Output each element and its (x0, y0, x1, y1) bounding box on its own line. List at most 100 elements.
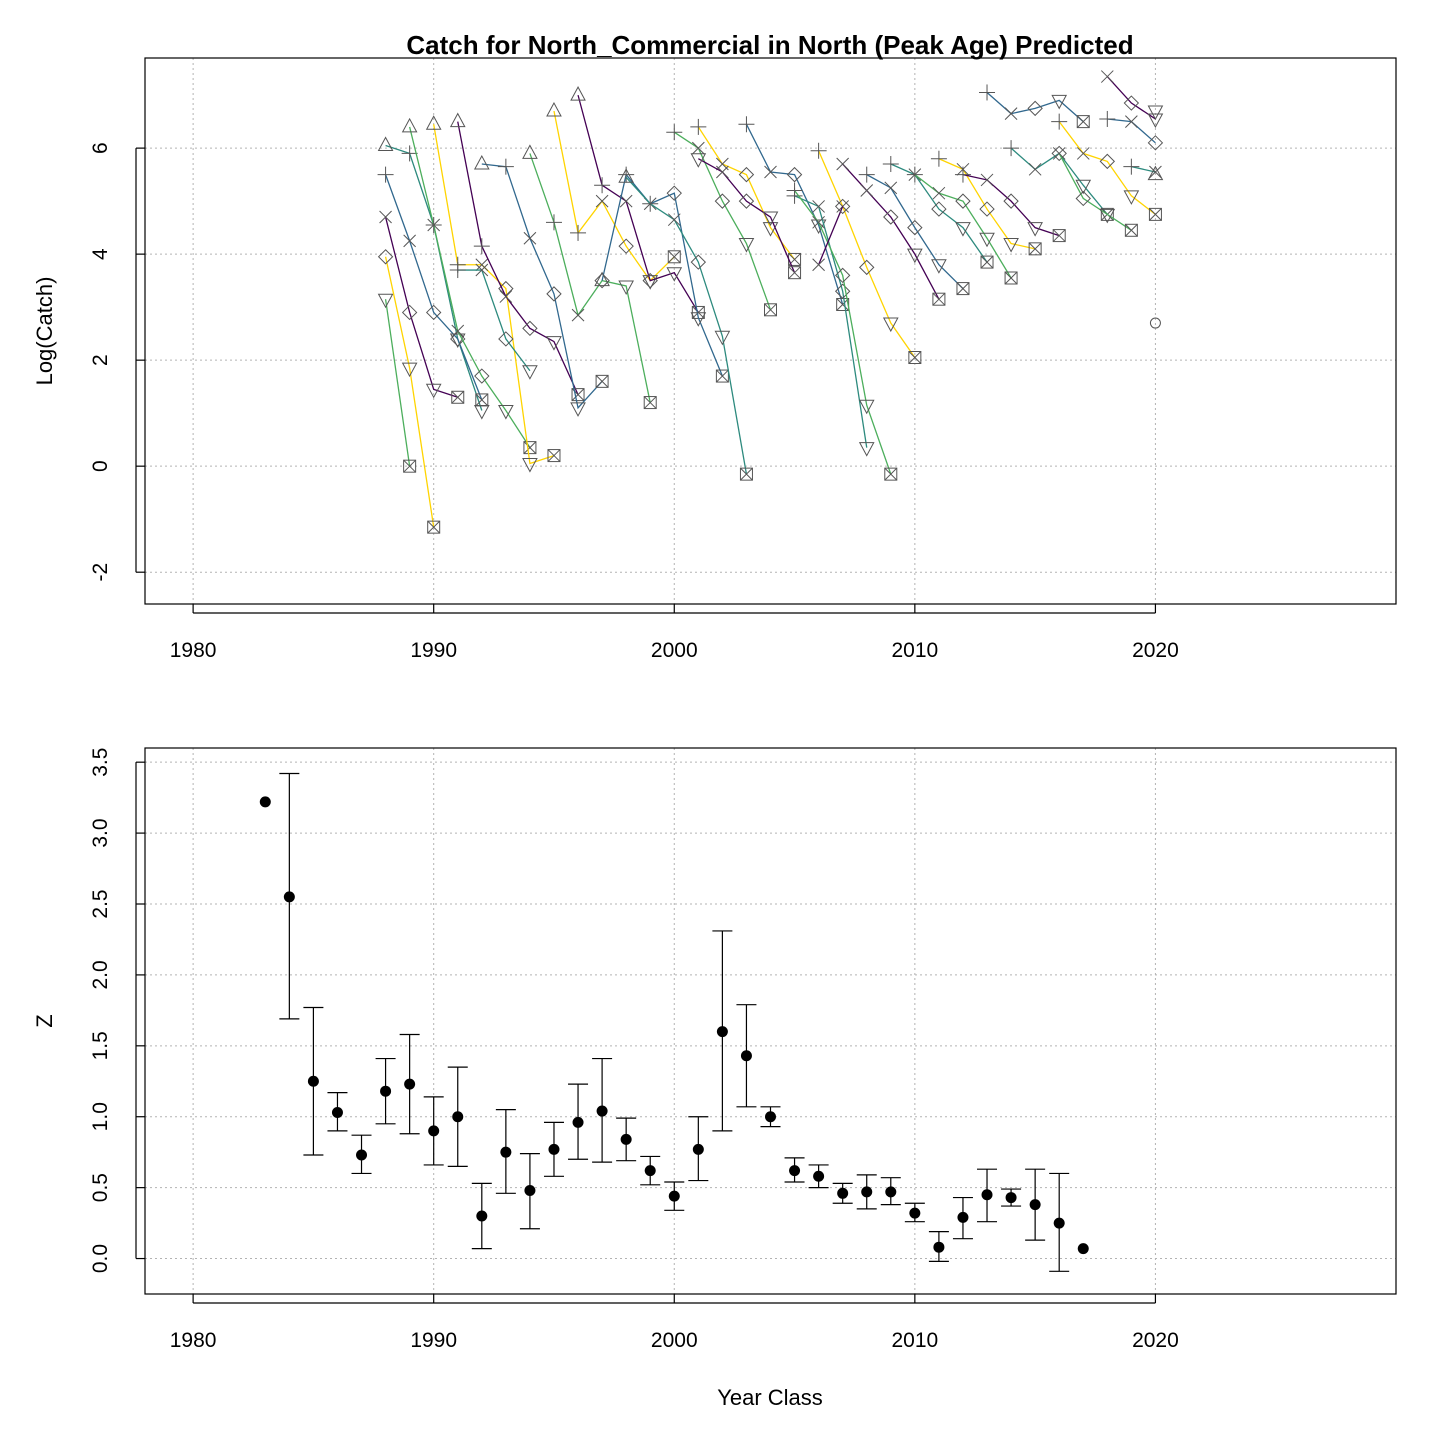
catch-series (473, 154, 609, 417)
cross-marker-b (403, 234, 416, 248)
circle-marker (1149, 317, 1161, 329)
boxed-x-marker-box (667, 250, 681, 264)
diamond-marker (834, 198, 851, 215)
z-point (596, 1105, 608, 1117)
z-x-axis-label: Year Class (717, 1385, 823, 1410)
cross-marker-b (764, 165, 777, 179)
z-point (765, 1111, 776, 1123)
catch-series (618, 168, 753, 481)
boxed-x-marker-b (595, 375, 609, 388)
catch-series (1100, 70, 1164, 129)
plus-marker (690, 118, 707, 135)
cross-marker (1076, 147, 1090, 160)
z-y-tick-label: 2.0 (89, 960, 112, 989)
z-point (909, 1207, 921, 1219)
z-point-group (736, 1004, 757, 1108)
catch-series (522, 144, 657, 410)
z-point-group (495, 1109, 516, 1194)
triangle-down-marker (570, 402, 586, 417)
catch-series-line (794, 190, 892, 475)
boxed-x-marker-box (956, 282, 970, 296)
catch-y-tick-label: 2 (89, 354, 112, 366)
diamond-marker (834, 267, 851, 284)
z-point-group (1077, 1243, 1089, 1255)
catch-series-line (384, 216, 458, 398)
cross-marker-b (716, 165, 729, 179)
diamond-marker (883, 209, 899, 225)
catch-series (377, 293, 417, 473)
catch-series-line (698, 158, 796, 273)
cross-marker (836, 157, 850, 171)
z-point (548, 1143, 560, 1155)
catch-y-axis-label: Log(Catch) (32, 277, 57, 386)
boxed-x-marker (667, 250, 681, 264)
triangle-marker (570, 86, 586, 101)
z-grid (145, 748, 1396, 1294)
plus-marker (473, 238, 490, 255)
catch-y-tick-label: 4 (89, 248, 112, 260)
triangle-down-marker (1099, 208, 1116, 224)
boxed-x-marker-b (788, 266, 801, 280)
diamond-marker (1099, 153, 1116, 170)
z-point (1029, 1199, 1041, 1211)
cross-marker-b (812, 258, 825, 272)
catch-series (930, 150, 1042, 256)
z-point (331, 1106, 343, 1118)
diamond-marker (786, 166, 803, 183)
diamond-marker (979, 201, 995, 217)
z-y-tick-label: 1.5 (89, 1031, 112, 1060)
triangle-down-marker (401, 362, 418, 378)
triangle-down-marker (522, 458, 538, 473)
catch-series-line (384, 256, 435, 528)
triangle-down-marker (618, 280, 634, 295)
catch-series (836, 157, 946, 306)
triangle-down-marker (1123, 190, 1140, 205)
triangle-marker (618, 168, 634, 183)
z-point-group (1049, 1172, 1070, 1272)
z-point-group (928, 1230, 949, 1262)
catch-series (786, 187, 875, 457)
catch-series (377, 249, 441, 534)
diamond-marker (907, 219, 923, 236)
cross-marker-b (836, 157, 850, 171)
catch-series-group (377, 70, 1164, 534)
catch-series-line (890, 163, 988, 263)
z-point-group (259, 796, 271, 808)
z-point (885, 1186, 897, 1198)
boxed-x-marker (523, 441, 537, 455)
cross-marker (1100, 70, 1114, 83)
z-point (620, 1133, 632, 1145)
catch-series-line (1107, 118, 1156, 144)
catch-series (666, 124, 777, 317)
diamond-marker (714, 193, 731, 209)
z-point-group (1025, 1168, 1046, 1241)
triangle-down-marker (714, 330, 731, 346)
boxed-x-marker-b (547, 449, 561, 462)
catch-series-line (818, 206, 844, 265)
boxed-x-marker (451, 390, 465, 404)
boxed-x-marker-box (1100, 207, 1114, 221)
boxed-x-marker (427, 520, 441, 534)
triangle-marker (546, 101, 562, 117)
boxed-x-marker-box (1148, 207, 1162, 221)
cross-marker (812, 215, 825, 229)
catch-plot-frame (144, 57, 1397, 605)
diamond-marker (546, 286, 562, 302)
catch-series-line (745, 123, 844, 305)
triangle-down-marker (882, 317, 899, 333)
plus-marker (930, 150, 947, 167)
catch-y-tick-label: 6 (89, 142, 112, 154)
cross-marker (475, 258, 489, 272)
z-point (813, 1170, 825, 1182)
catch-series (858, 166, 970, 296)
boxed-x-marker-b (740, 467, 753, 481)
z-point (861, 1186, 873, 1198)
catch-series (1099, 110, 1164, 151)
catch-series-line (1058, 121, 1156, 215)
z-point-group (784, 1157, 805, 1183)
catch-series (594, 166, 729, 383)
cross-marker-b (499, 290, 513, 303)
boxed-x-marker-box (980, 255, 994, 269)
catch-series-line (697, 126, 796, 260)
diamond-marker (666, 185, 682, 201)
